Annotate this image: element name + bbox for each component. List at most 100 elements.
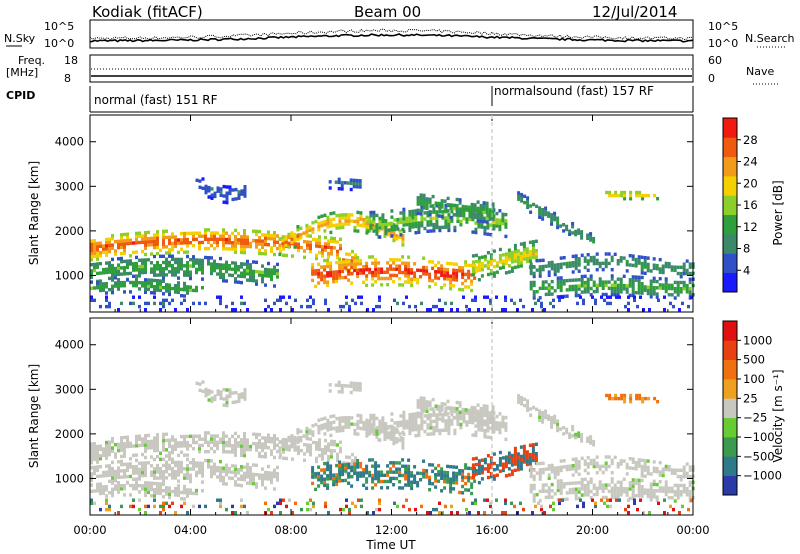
power-cell xyxy=(438,210,442,214)
velocity-cell xyxy=(279,511,282,515)
power-cell xyxy=(664,283,668,287)
velocity-cell xyxy=(431,397,435,402)
velocity-cell xyxy=(282,456,285,461)
power-cell xyxy=(428,275,432,280)
power-heatmap-cells xyxy=(90,177,695,312)
power-cell xyxy=(312,237,315,242)
power-cell xyxy=(171,247,174,252)
velocity-cell xyxy=(108,479,111,484)
power-cell xyxy=(255,279,258,283)
power-cell xyxy=(96,248,99,252)
velocity-cell xyxy=(420,417,424,422)
velocity-cell xyxy=(156,442,159,446)
velocity-cell xyxy=(294,445,297,449)
velocity-cell xyxy=(362,471,366,475)
velocity-cell xyxy=(159,504,162,509)
power-cell xyxy=(156,233,159,237)
velocity-cell xyxy=(234,437,237,442)
power-cell xyxy=(320,271,324,276)
power-cell xyxy=(523,194,527,199)
velocity-cell xyxy=(144,434,147,438)
power-cell xyxy=(437,276,441,280)
power-cell xyxy=(135,284,138,288)
velocity-cell xyxy=(531,458,535,463)
power-cell xyxy=(600,295,603,299)
power-cell xyxy=(102,285,105,289)
power-cell xyxy=(348,304,351,309)
power-cell xyxy=(586,253,590,257)
velocity-cell xyxy=(180,504,183,509)
power-cell xyxy=(90,295,93,299)
power-cell xyxy=(183,250,186,254)
power-cell xyxy=(162,292,165,296)
power-cell xyxy=(658,286,662,290)
power-cell xyxy=(281,241,285,246)
velocity-cell xyxy=(332,482,336,487)
power-cell xyxy=(395,237,399,241)
velocity-cell xyxy=(177,493,180,498)
power-cell xyxy=(378,226,382,230)
power-cell xyxy=(108,246,111,251)
velocity-cell xyxy=(447,419,451,423)
velocity-cell xyxy=(474,501,477,506)
power-cell xyxy=(461,269,465,273)
power-cell xyxy=(402,214,406,218)
power-cell xyxy=(553,263,557,267)
power-cell xyxy=(535,204,539,209)
velocity-cell xyxy=(177,473,180,477)
power-cell xyxy=(547,292,551,297)
velocity-cell xyxy=(408,419,412,423)
velocity-cell xyxy=(595,492,599,497)
velocity-cell xyxy=(99,485,102,489)
velocity-cell xyxy=(264,445,267,450)
velocity-cell xyxy=(422,396,426,401)
velocity-cell xyxy=(482,413,486,418)
power-cell xyxy=(568,284,572,289)
velocity-cell xyxy=(141,461,144,465)
power-cell xyxy=(562,223,566,227)
power-cell xyxy=(162,301,165,306)
velocity-cell xyxy=(471,501,474,506)
velocity-cell xyxy=(510,501,513,506)
power-cell xyxy=(108,243,111,248)
power-cell xyxy=(474,295,477,299)
velocity-cell xyxy=(467,479,471,483)
velocity-cell xyxy=(117,466,120,470)
power-colorbar-label: Power [dB] xyxy=(771,180,785,245)
power-cell xyxy=(174,308,177,312)
velocity-cell xyxy=(547,489,551,493)
power-cell xyxy=(320,274,324,279)
power-cell xyxy=(183,241,186,245)
velocity-cell xyxy=(114,479,117,483)
velocity-cell xyxy=(652,466,656,470)
power-cell xyxy=(440,214,444,219)
velocity-cell xyxy=(326,428,330,432)
velocity-cell xyxy=(314,475,318,479)
velocity-cell xyxy=(446,474,450,478)
velocity-cell xyxy=(649,495,653,499)
velocity-cell xyxy=(117,511,120,515)
velocity-cell xyxy=(398,432,402,436)
power-cell xyxy=(544,209,548,214)
velocity-cell xyxy=(431,482,435,486)
velocity-cell xyxy=(273,446,276,450)
power-cell xyxy=(474,259,478,264)
velocity-cell xyxy=(213,397,217,402)
velocity-cell xyxy=(507,451,511,455)
power-cell xyxy=(633,298,636,303)
power-cell xyxy=(452,274,456,279)
colorbar-swatch xyxy=(723,340,737,361)
velocity-cell xyxy=(99,465,102,469)
velocity-cell xyxy=(210,390,214,394)
power-cell xyxy=(138,234,141,239)
velocity-cell xyxy=(290,440,294,444)
velocity-cell xyxy=(438,501,441,506)
velocity-cell xyxy=(237,434,240,439)
velocity-cell xyxy=(138,461,141,466)
velocity-cell xyxy=(171,438,174,442)
velocity-cell xyxy=(565,427,569,432)
power-cell xyxy=(471,272,475,277)
power-cell xyxy=(574,290,578,295)
power-cell xyxy=(374,258,378,262)
power-cell xyxy=(461,281,465,286)
